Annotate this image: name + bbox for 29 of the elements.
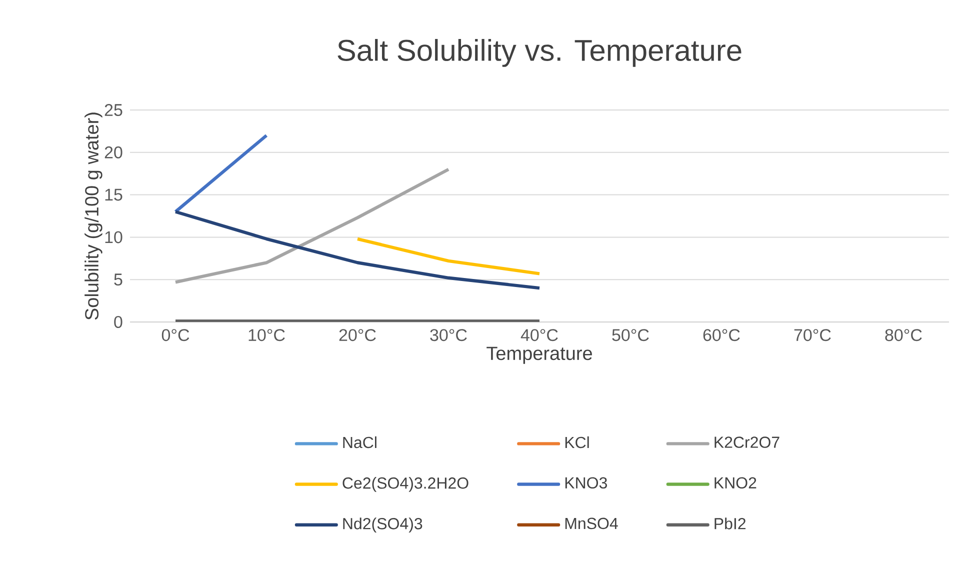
y-axis-title: Solubility (g/100 g water)	[84, 112, 102, 320]
x-tick-label: 30°C	[430, 329, 467, 342]
x-tick-label: 40°C	[520, 329, 558, 342]
legend-label: NaCl	[343, 436, 376, 448]
chart-title: Salt Solubility vs. Temperature	[338, 38, 742, 67]
x-tick-label: 0°C	[162, 329, 190, 342]
x-tick-label: 80°C	[885, 329, 922, 342]
legend-label: KCl	[565, 436, 589, 448]
line-series	[174, 168, 450, 284]
legend-label: PbI2	[714, 518, 746, 530]
y-tick-label: 20	[104, 146, 122, 158]
x-tick-label: 10°C	[248, 329, 285, 342]
legend-label: Ce2(SO4)3.2H2O	[342, 476, 468, 492]
legend-label: MnSO4	[565, 518, 618, 530]
legend-label: Nd2(SO4)3	[343, 518, 422, 532]
x-tick-label: 70°C	[794, 329, 831, 342]
x-tick-label: 60°C	[703, 329, 740, 342]
y-tick-label: 10	[105, 231, 122, 244]
x-axis-title: Temperature	[486, 346, 592, 364]
y-tick-label: 15	[105, 188, 122, 201]
legend-label: KNO3	[565, 477, 607, 489]
y-tick-label: 5	[114, 274, 122, 286]
line-series	[174, 210, 542, 290]
x-tick-label: 20°C	[339, 329, 376, 342]
y-tick-label: 0	[114, 316, 122, 328]
y-tick-label: 25	[104, 104, 122, 116]
legend-label: KNO2	[714, 477, 756, 489]
legend-label: K2Cr2O7	[714, 436, 780, 448]
x-tick-label: 50°C	[612, 329, 649, 342]
